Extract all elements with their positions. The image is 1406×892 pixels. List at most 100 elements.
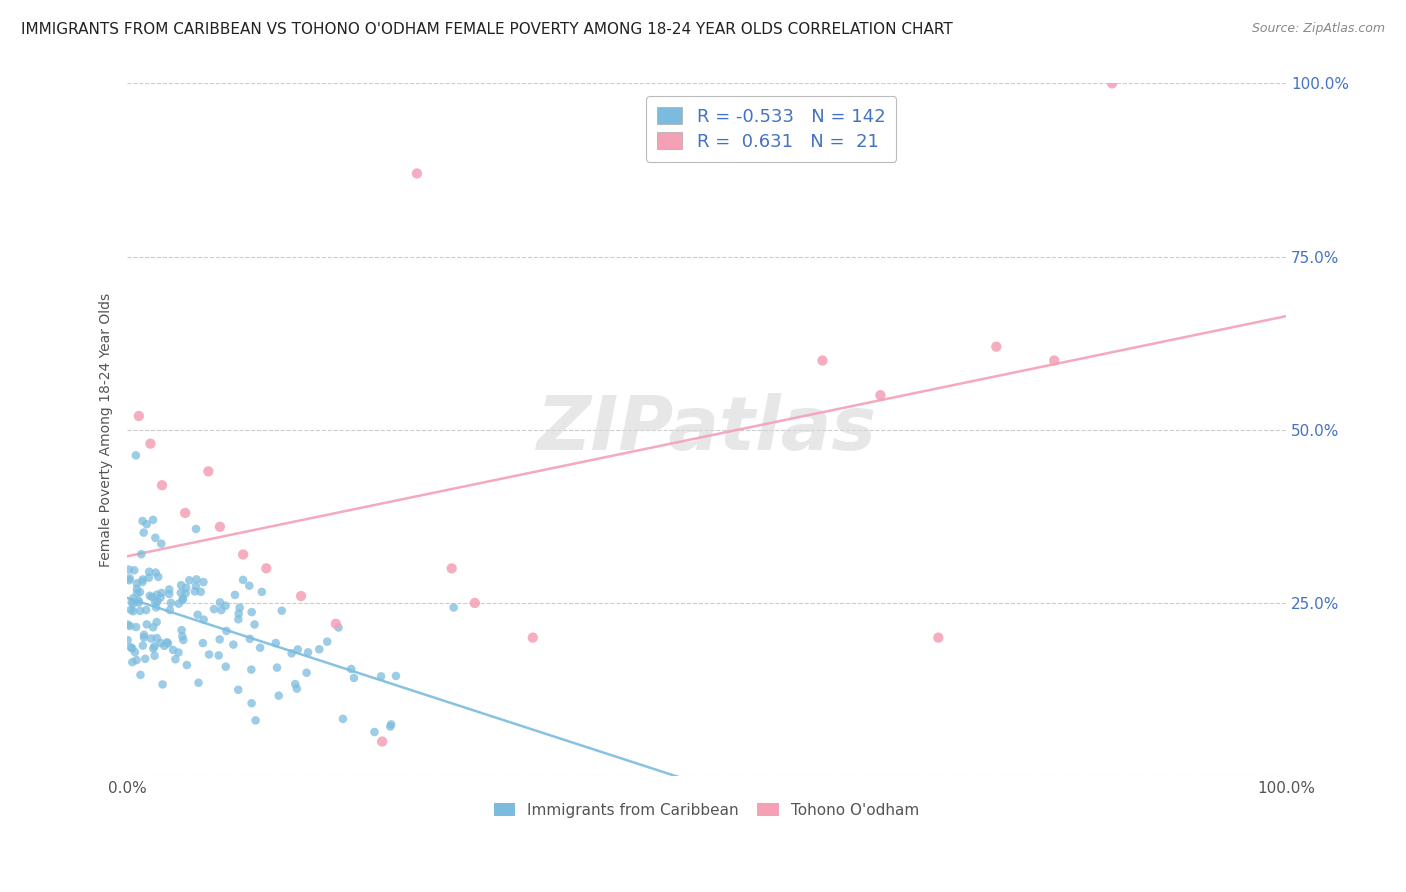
Point [316,634,339,648]
Legend: Immigrants from Caribbean, Tohono O'odham: Immigrants from Caribbean, Tohono O'odha… [488,797,925,824]
Point [285,681,308,696]
Point [187,607,209,622]
Point [869,388,891,402]
Point [128,596,150,610]
Point [249,640,271,655]
Point [118,563,141,577]
Point [174,586,197,600]
Point [232,548,254,562]
Point [165,652,187,666]
Point [215,624,238,638]
Point [139,436,162,450]
Text: Source: ZipAtlas.com: Source: ZipAtlas.com [1251,22,1385,36]
Point [128,593,150,607]
Point [125,449,148,463]
Point [328,621,350,635]
Point [250,585,273,599]
Point [209,603,232,617]
Point [138,565,160,579]
Point [1101,77,1123,91]
Point [150,478,173,492]
Point [142,641,165,656]
Point [208,648,231,663]
Point [150,586,173,600]
Point [150,536,173,550]
Point [202,602,225,616]
Point [172,593,194,607]
Point [986,340,1008,354]
Point [131,573,153,587]
Point [187,675,209,690]
Point [145,615,167,629]
Point [121,641,143,656]
Point [143,648,166,663]
Point [143,595,166,609]
Point [148,570,170,584]
Point [264,636,287,650]
Point [129,668,152,682]
Point [132,631,155,645]
Point [811,353,834,368]
Point [145,531,167,545]
Point [370,669,392,683]
Point [270,604,292,618]
Point [240,605,263,619]
Point [522,631,544,645]
Point [208,632,231,647]
Point [228,612,250,626]
Point [122,604,145,618]
Point [132,525,155,540]
Point [239,632,262,646]
Point [343,671,366,685]
Point [443,600,465,615]
Point [125,586,148,600]
Point [179,574,201,588]
Point [197,464,219,478]
Y-axis label: Female Poverty Among 18-24 Year Olds: Female Poverty Among 18-24 Year Olds [100,293,114,567]
Point [149,591,172,605]
Point [145,566,167,580]
Point [172,632,194,647]
Point [208,595,231,609]
Point [142,620,165,634]
Point [254,561,277,575]
Point [122,563,145,577]
Point [135,603,157,617]
Point [149,636,172,650]
Point [170,623,193,637]
Point [118,571,141,585]
Point [224,588,246,602]
Point [215,659,238,673]
Point [132,628,155,642]
Point [297,645,319,659]
Point [174,506,197,520]
Point [153,639,176,653]
Point [120,640,142,655]
Point [122,597,145,611]
Point [371,734,394,748]
Point [184,584,207,599]
Point [135,517,157,532]
Point [117,617,139,632]
Point [135,617,157,632]
Point [139,589,162,603]
Point [121,655,143,669]
Point [138,571,160,585]
Point [266,660,288,674]
Point [295,665,318,680]
Point [132,639,155,653]
Point [464,596,486,610]
Point [124,645,146,659]
Point [131,514,153,528]
Point [222,638,245,652]
Point [159,603,181,617]
Point [308,642,330,657]
Point [156,635,179,649]
Point [156,636,179,650]
Point [121,595,143,609]
Point [186,573,208,587]
Point [267,689,290,703]
Point [118,619,141,633]
Point [228,607,250,621]
Point [927,631,949,645]
